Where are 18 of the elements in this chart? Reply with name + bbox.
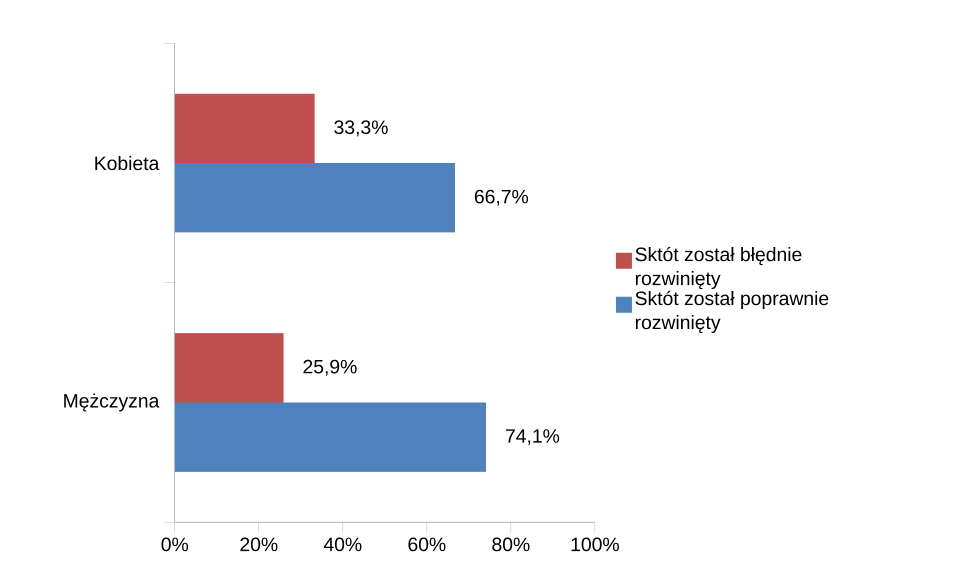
data-label: 25,9% — [303, 360, 357, 376]
x-tick-label: 0% — [162, 537, 188, 552]
y-tick-label: Kobieta — [95, 156, 160, 170]
bar — [174, 94, 315, 163]
x-tick-label: 20% — [240, 537, 278, 552]
y-tick-label: Mężczyzna — [64, 393, 160, 412]
x-tick-label: 60% — [408, 537, 446, 552]
data-label: 74,1% — [506, 429, 560, 445]
bar — [174, 162, 455, 232]
bar — [174, 333, 284, 402]
x-tick-label: 80% — [492, 537, 530, 552]
legend-label: Sktót został błędnie rozwinięty — [635, 246, 802, 290]
legend-label: Sktót został poprawnie rozwinięty — [635, 290, 828, 333]
x-tick-label: 40% — [324, 537, 362, 552]
x-tick-label: 100% — [572, 537, 619, 552]
bar — [174, 402, 486, 472]
data-label: 66,7% — [474, 190, 528, 206]
data-label: 33,3% — [334, 120, 388, 136]
